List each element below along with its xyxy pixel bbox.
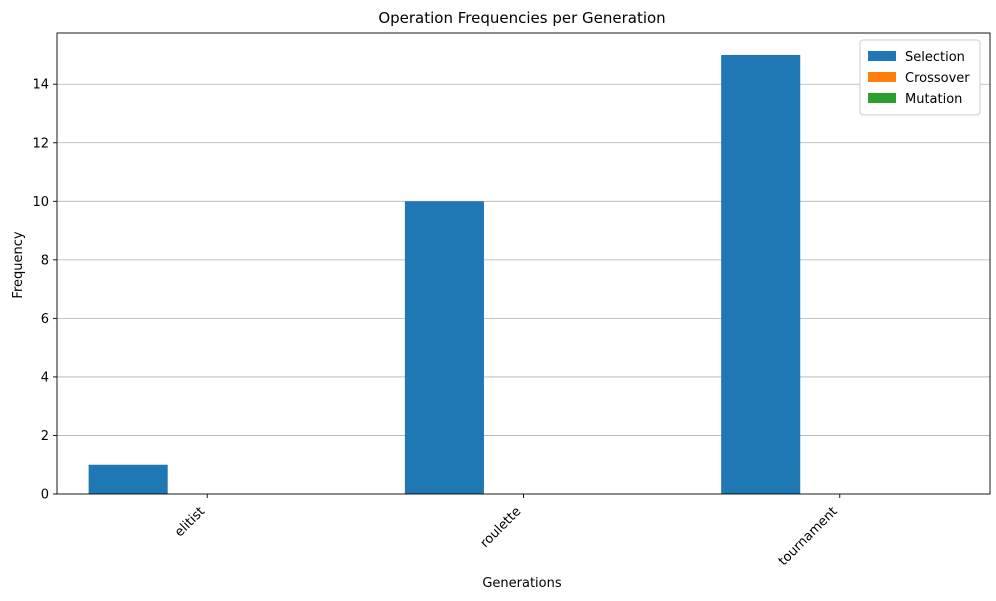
legend-swatch bbox=[868, 51, 896, 61]
y-tick-label: 8 bbox=[41, 253, 49, 268]
y-tick-label: 14 bbox=[32, 78, 49, 93]
y-tick-label: 12 bbox=[32, 136, 49, 151]
legend-label: Mutation bbox=[905, 92, 962, 107]
x-tick-label: tournament bbox=[776, 504, 841, 569]
y-tick-label: 4 bbox=[41, 370, 49, 385]
x-tick-label: elitist bbox=[172, 504, 208, 540]
bar-selection-elitist bbox=[88, 464, 168, 494]
y-tick-label: 10 bbox=[32, 195, 49, 210]
plot-frame bbox=[56, 32, 991, 495]
bar-selection-tournament bbox=[721, 54, 801, 494]
legend-swatch bbox=[868, 72, 896, 82]
bar-selection-roulette bbox=[404, 201, 484, 495]
legend-label: Selection bbox=[905, 50, 965, 65]
y-tick-label: 0 bbox=[41, 488, 49, 503]
legend-label: Crossover bbox=[905, 71, 970, 86]
x-tick-label: roulette bbox=[478, 504, 525, 551]
y-tick-label: 2 bbox=[41, 429, 49, 444]
legend: Selection Crossover Mutation bbox=[859, 39, 981, 116]
axes bbox=[56, 32, 991, 495]
x-axis-label: Generations bbox=[482, 576, 562, 591]
chart-title: Operation Frequencies per Generation bbox=[378, 9, 665, 27]
grid-lines bbox=[57, 83, 990, 436]
y-tick-label: 6 bbox=[41, 312, 49, 327]
bars bbox=[88, 54, 801, 495]
y-axis-label: Frequency bbox=[11, 231, 26, 298]
legend-swatch bbox=[868, 93, 896, 103]
